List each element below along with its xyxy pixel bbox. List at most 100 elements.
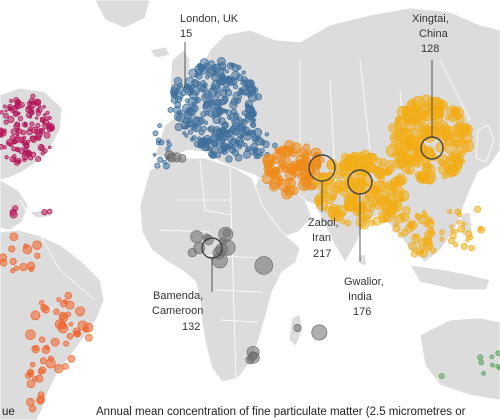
asia-dot — [439, 229, 445, 236]
north-america-dot — [48, 145, 52, 150]
asia-dot — [449, 224, 454, 229]
europe-dot — [211, 139, 219, 147]
country-border-line — [199, 159, 231, 216]
latin-america-dot — [28, 266, 35, 272]
europe-dot — [201, 83, 207, 88]
north-america-dot — [26, 128, 33, 136]
europe-dot — [250, 122, 257, 129]
europe-dot — [173, 76, 183, 86]
greenland-land — [94, 0, 151, 29]
europe-dot — [197, 141, 203, 147]
europe-dot — [184, 107, 195, 117]
asia-dot — [340, 152, 350, 162]
europe-dot — [229, 112, 238, 122]
latin-america-dot — [13, 265, 20, 271]
caption-left-fragment: ue — [2, 406, 15, 418]
latin-america-dot — [50, 337, 60, 347]
africa-dot — [218, 226, 234, 242]
xingtai-value-label: 128 — [421, 43, 439, 55]
europe-dot — [192, 80, 200, 88]
latin-america-dot — [84, 333, 93, 342]
asia-dot — [417, 214, 428, 225]
europe-dot — [210, 97, 216, 102]
asia-dot — [411, 233, 421, 243]
latin-america-dot — [53, 308, 60, 315]
europe-dot — [211, 64, 217, 71]
north-america-dot — [39, 116, 46, 123]
europe-dot — [262, 140, 270, 149]
asia-dot — [456, 211, 463, 217]
europe-dot — [225, 144, 231, 150]
asia-dot — [349, 198, 356, 205]
europe-dot — [220, 147, 229, 155]
asia-dot — [450, 228, 455, 234]
latin-america-dot — [57, 322, 69, 334]
asia-dot — [447, 208, 453, 214]
latin-america-dot — [34, 252, 41, 259]
country-border-line — [19, 199, 61, 271]
asia-dot — [407, 220, 418, 230]
middle-east-dot — [306, 149, 312, 155]
europe-dot — [162, 159, 167, 165]
country-border-line — [214, 289, 263, 293]
bamenda-name-line2: Cameroon — [152, 305, 203, 317]
asia-dot — [394, 175, 406, 187]
europe-dot — [241, 70, 246, 75]
asia-dot — [429, 247, 437, 254]
africa-dot — [166, 152, 177, 163]
asia-dot — [319, 190, 328, 199]
latin-america-dot — [66, 332, 74, 340]
latin-america-dot — [72, 327, 81, 336]
asia-dot — [330, 194, 337, 201]
latin-america-dot — [83, 322, 94, 333]
middle-east-dot — [288, 148, 298, 158]
oceania-dot — [438, 373, 445, 380]
latin-america-dot — [38, 366, 47, 375]
europe-dot — [229, 100, 238, 110]
europe-dot — [209, 101, 218, 110]
latin-america-dot — [0, 253, 8, 262]
africa-dot — [246, 345, 260, 359]
europe-dot — [207, 126, 212, 132]
north-america-dot — [4, 155, 9, 160]
asia-dot — [456, 219, 462, 225]
europe-dot — [225, 155, 233, 163]
asia-dot — [418, 249, 425, 255]
europe-dot — [167, 106, 174, 113]
europe-dot — [166, 142, 172, 148]
latin-america-dot — [41, 345, 50, 354]
asia-dot — [332, 210, 344, 222]
callout-marks — [184, 42, 444, 292]
north-america-dot — [16, 111, 21, 116]
europe-dot — [232, 84, 239, 90]
europe-dot — [216, 106, 225, 116]
europe-dot — [218, 117, 226, 125]
latin-america-dot — [32, 375, 38, 382]
country-border-line — [231, 239, 237, 381]
latin-america-dot — [56, 297, 62, 303]
asia-dot — [443, 127, 451, 135]
asia-dot — [428, 218, 434, 225]
europe-dot — [244, 147, 250, 153]
europe-dot — [201, 93, 211, 103]
europe-dot — [190, 86, 201, 96]
asia-dot — [385, 180, 398, 193]
asia-dot — [460, 137, 465, 143]
europe-dot — [243, 131, 252, 141]
north-america-dot — [3, 112, 9, 119]
europe-dot — [157, 156, 164, 163]
middle-east-dot — [282, 166, 289, 173]
asia-dot — [474, 205, 482, 213]
latin-america-dot — [63, 340, 69, 347]
oceania-dot — [489, 354, 495, 360]
latin-america-dot — [65, 300, 75, 310]
north-america-dot — [47, 115, 52, 120]
north-america-dot — [4, 109, 8, 113]
asia-dot — [453, 138, 462, 148]
country-border-line — [359, 59, 371, 151]
europe-dot — [221, 86, 227, 92]
asia-dot — [414, 213, 420, 219]
europe-dot — [225, 109, 232, 116]
country-border-line — [329, 79, 336, 176]
africa-dot — [190, 230, 204, 244]
